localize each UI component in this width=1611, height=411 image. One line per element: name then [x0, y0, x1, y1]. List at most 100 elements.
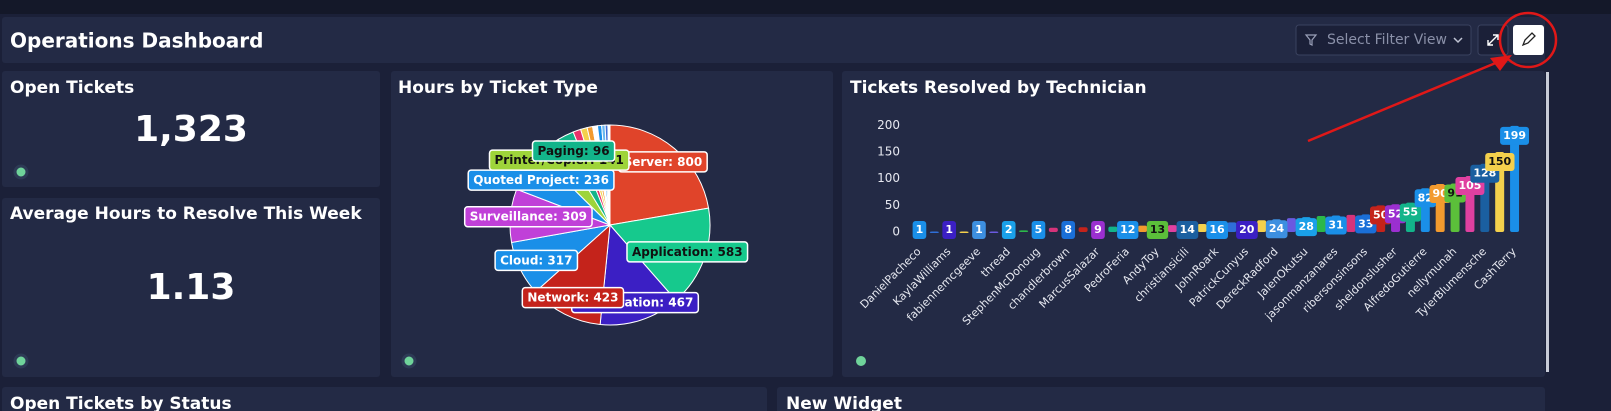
edit-box[interactable]	[1513, 25, 1544, 55]
value-label: 55	[1403, 206, 1418, 219]
header-panel	[2, 17, 1545, 63]
kpi-value: 1.13	[147, 267, 236, 308]
value-label: 199	[1503, 129, 1526, 142]
value-label-box	[912, 221, 927, 239]
widget-title: New Widget	[786, 394, 902, 411]
widget-panel	[2, 71, 380, 187]
bar	[1257, 220, 1267, 232]
edit-button[interactable]	[1513, 25, 1544, 55]
pie-label: Surveillance: 309	[470, 210, 587, 224]
status-dot	[401, 353, 417, 369]
annotation	[1307, 60, 1499, 143]
bar	[929, 231, 939, 233]
pie-label-box	[521, 286, 625, 309]
status-dot	[13, 353, 29, 369]
value-label: 31	[1328, 218, 1343, 231]
value-label-box	[1091, 221, 1105, 239]
edit-icon	[1521, 32, 1536, 47]
bar	[1346, 214, 1356, 232]
value-label-box	[1236, 221, 1258, 239]
pie-label: Cloud: 317	[500, 253, 572, 267]
bar	[1167, 225, 1177, 232]
pie-label-box	[626, 241, 749, 263]
bar	[1108, 226, 1118, 232]
bar	[1078, 227, 1088, 232]
pie-label-box	[463, 205, 593, 228]
pie-label: Server: 800	[624, 155, 703, 169]
widget-title: Average Hours to Resolve This Week	[10, 204, 362, 224]
pie-label: Quoted Project: 236	[473, 173, 609, 187]
value-label-box	[1031, 221, 1046, 239]
widget-title: Tickets Resolved by Technician	[850, 78, 1147, 98]
kpi-value: 1,323	[134, 109, 248, 150]
value-label: 20	[1239, 223, 1255, 236]
bar	[989, 231, 999, 233]
bar	[1197, 224, 1207, 232]
value-label-box	[1399, 203, 1422, 222]
value-label: 2	[1005, 223, 1013, 236]
bar	[959, 231, 969, 233]
top-strip	[0, 0, 1611, 14]
pie-slice	[609, 124, 710, 226]
widget-panel	[777, 387, 1545, 411]
widget-panel	[2, 387, 767, 411]
filter-box[interactable]	[1295, 24, 1472, 56]
y-tick-label: 200	[877, 118, 900, 132]
value-label-box	[1325, 216, 1347, 235]
value-label-box	[1295, 218, 1317, 237]
value-label: 24	[1269, 222, 1285, 235]
value-label: 90	[1433, 187, 1449, 200]
bar	[1316, 216, 1326, 232]
chevron	[1453, 37, 1463, 44]
scrollbar	[1546, 72, 1549, 372]
pie-label: Network: 423	[527, 291, 618, 305]
value-label: 33	[1358, 217, 1373, 230]
bar	[1019, 230, 1029, 232]
value-label: 5	[1035, 223, 1043, 236]
filter-placeholder: Select Filter View	[1327, 32, 1447, 48]
pie-label-box	[494, 249, 579, 272]
value-label: 1	[916, 223, 924, 236]
value-label-box	[1001, 221, 1016, 239]
y-tick-label: 50	[885, 198, 900, 212]
value-label: 50	[1373, 208, 1389, 221]
value-label-box	[1176, 221, 1199, 239]
status-dot	[13, 164, 29, 180]
value-label-box	[1061, 221, 1076, 239]
value-label: 13	[1150, 223, 1165, 236]
dashboard-title: Operations Dashboard	[10, 29, 263, 53]
bar	[1286, 218, 1296, 232]
value-label-box	[1117, 221, 1139, 239]
widget-title: Open Tickets by Status	[10, 394, 232, 411]
status-dot	[856, 356, 866, 366]
value-label: 1	[945, 223, 953, 236]
bar	[1227, 222, 1237, 232]
value-label-box	[1500, 126, 1530, 145]
y-tick-label: 0	[892, 225, 900, 239]
pie-label: Application: 583	[632, 245, 743, 259]
value-label: 28	[1299, 220, 1314, 233]
value-label: 8	[1064, 223, 1072, 236]
value-label: 12	[1120, 223, 1135, 236]
bar	[1138, 225, 1148, 232]
filter-select[interactable]: Select Filter View	[1295, 24, 1472, 56]
value-label: 1	[975, 223, 983, 236]
value-label: 82	[1418, 191, 1433, 204]
pie-label-box	[531, 140, 616, 162]
expand-button[interactable]	[1477, 24, 1509, 56]
y-tick-label: 150	[877, 145, 900, 159]
value-label-box	[972, 221, 986, 239]
bar	[1510, 125, 1520, 232]
value-label-box	[1485, 153, 1515, 171]
widget-title: Open Tickets	[10, 78, 134, 98]
bar	[1048, 227, 1058, 232]
value-label: 14	[1180, 223, 1196, 236]
annotation	[1498, 11, 1558, 69]
value-label: 52	[1388, 207, 1403, 220]
widget-panel	[2, 198, 380, 377]
value-label-box	[1146, 221, 1169, 239]
value-label-box	[942, 221, 957, 239]
pie-label: Paging: 96	[537, 144, 609, 158]
y-tick-label: 100	[877, 171, 900, 185]
